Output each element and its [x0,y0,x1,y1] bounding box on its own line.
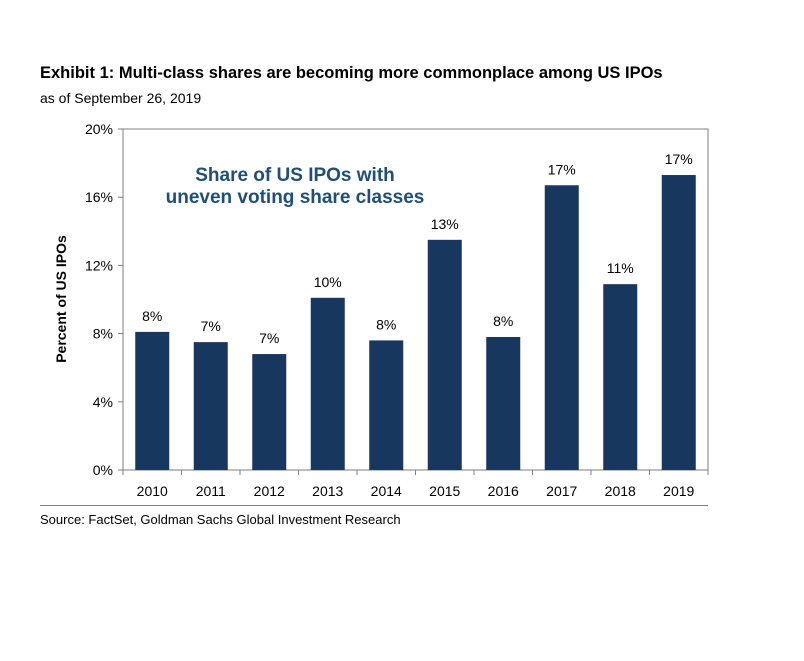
bar-2015 [427,239,462,470]
bar-2011 [193,342,228,470]
bar-2018 [603,284,638,470]
data-label-2012: 7% [259,330,279,346]
data-label-2014: 8% [376,316,396,332]
x-tick-label-2010: 2010 [137,483,168,499]
y-tick-label: 16% [85,189,113,205]
y-tick-label: 8% [93,326,113,342]
x-tick-label-2018: 2018 [605,483,636,499]
data-label-2013: 10% [314,274,342,290]
data-label-2015: 13% [431,216,459,232]
y-tick-label: 4% [93,394,113,410]
data-label-2011: 7% [201,318,221,334]
x-tick-label-2019: 2019 [663,483,694,499]
data-label-2019: 17% [665,151,693,167]
y-tick-label: 20% [85,121,113,137]
x-tick-label-2011: 2011 [196,483,226,499]
labels-layer: 8% 2010 7% 2011 7% 2012 10% 2013 8% 2014 13% 2015 8%… [137,151,695,499]
x-tick-label-2012: 2012 [254,483,285,499]
axis-layer: 0% 4% 8% 12% 16% 20% [85,121,709,478]
bar-2014 [369,340,404,470]
source-note: Source: FactSet, Goldman Sachs Global In… [40,512,401,527]
y-axis-title: Percent of US IPOs [53,235,69,363]
y-tick-label: 0% [93,462,113,478]
data-label-2017: 17% [548,161,576,177]
y-tick-label: 12% [85,257,113,273]
exhibit-title: Exhibit 1: Multi-class shares are becomi… [40,64,663,82]
data-label-2016: 8% [493,313,513,329]
divider-line [40,505,708,506]
bar-2016 [486,337,521,470]
annotation-line-1: Share of US IPOs with [195,165,395,186]
bar-2012 [252,354,287,470]
x-tick-label-2017: 2017 [546,483,577,499]
bar-2017 [544,185,579,470]
bar-2019 [661,175,696,470]
x-tick-label-2013: 2013 [312,483,343,499]
bar-2010 [135,331,170,470]
x-tick-label-2015: 2015 [429,483,460,499]
x-tick-label-2016: 2016 [488,483,519,499]
x-tick-label-2014: 2014 [371,483,402,499]
data-label-2018: 11% [607,260,634,276]
bars-layer [135,175,696,470]
bar-2013 [310,297,345,470]
annotation-line-2: uneven voting share classes [166,187,425,208]
data-label-2010: 8% [142,308,162,324]
exhibit-subtitle: as of September 26, 2019 [40,90,202,106]
